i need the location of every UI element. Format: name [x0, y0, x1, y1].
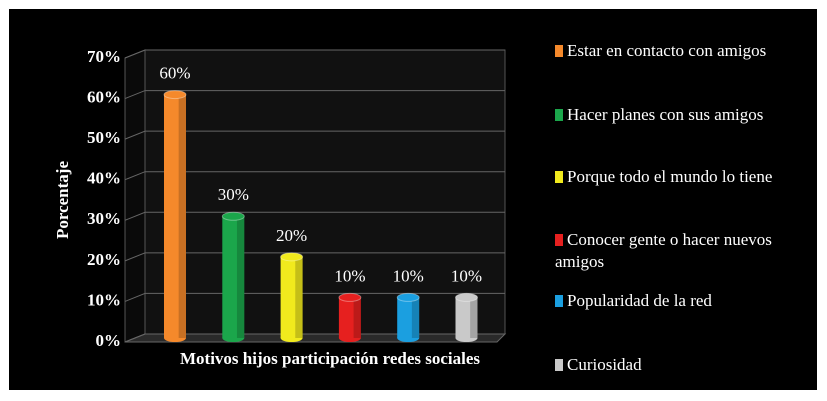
y-tick-label: 50% [87, 128, 121, 147]
y-axis-label: Porcentaje [53, 161, 72, 239]
legend-label: Hacer planes con sus amigos [567, 105, 764, 124]
legend-swatch [555, 234, 563, 246]
legend-label: Popularidad de la red [567, 291, 712, 310]
legend-label: Estar en contacto con amigos [567, 41, 767, 60]
bar-shade [411, 297, 420, 338]
legend-item: Conocer gente o hacer nuevos amigos [555, 229, 817, 273]
grid-line [124, 292, 505, 302]
grid-line [124, 130, 505, 140]
x-axis-label: Motivos hijos participación redes social… [180, 349, 480, 368]
grid-line [124, 252, 505, 262]
side-wall [124, 49, 146, 343]
bar [455, 297, 478, 338]
legend-label: Curiosidad [567, 355, 642, 374]
bar [164, 94, 186, 338]
bar-shade [178, 94, 186, 338]
legend-item: Popularidad de la red [555, 290, 817, 312]
bar-top [338, 292, 362, 302]
y-tick-label: 0% [96, 331, 122, 350]
bar-shade [353, 297, 361, 338]
bar-shade [236, 216, 245, 338]
bar [397, 297, 420, 338]
legend-swatch [555, 109, 563, 121]
bar-top [455, 292, 478, 302]
value-label: 20% [276, 226, 307, 245]
bar-top [163, 90, 187, 100]
y-tick-label: 60% [87, 87, 121, 106]
bar-top [396, 292, 420, 302]
back-wall [144, 49, 506, 335]
bar-top [221, 211, 245, 221]
value-label: 10% [334, 266, 365, 285]
value-label: 60% [159, 63, 190, 82]
y-tick-label: 30% [87, 209, 121, 228]
legend-label: Conocer gente o hacer nuevos amigos [555, 230, 772, 271]
legend-label: Porque todo el mundo lo tiene [567, 167, 773, 186]
legend-swatch [555, 171, 563, 183]
bar [338, 297, 361, 338]
y-tick-label: 40% [87, 169, 121, 188]
legend-item: Hacer planes con sus amigos [555, 104, 817, 126]
grid-line [124, 90, 505, 100]
grid-line [124, 49, 505, 59]
legend-item: Porque todo el mundo lo tiene [555, 166, 817, 188]
bar-shade [295, 256, 303, 338]
value-label: 30% [218, 185, 249, 204]
bar [222, 216, 245, 338]
grid-line [124, 171, 505, 181]
y-tick-label: 20% [87, 250, 121, 269]
grid-line [124, 333, 505, 343]
legend-swatch [555, 359, 563, 371]
legend-item: Estar en contacto con amigos [555, 40, 817, 62]
legend-swatch [555, 45, 563, 57]
bar [280, 256, 303, 338]
y-tick-label: 70% [87, 47, 121, 66]
legend-item: Curiosidad [555, 354, 817, 376]
value-label: 10% [451, 266, 482, 285]
bar-shade [470, 297, 478, 338]
legend-swatch [555, 295, 563, 307]
y-tick-label: 10% [87, 290, 121, 309]
value-label: 10% [393, 266, 424, 285]
grid-line [124, 211, 505, 221]
bar-top [280, 252, 304, 262]
